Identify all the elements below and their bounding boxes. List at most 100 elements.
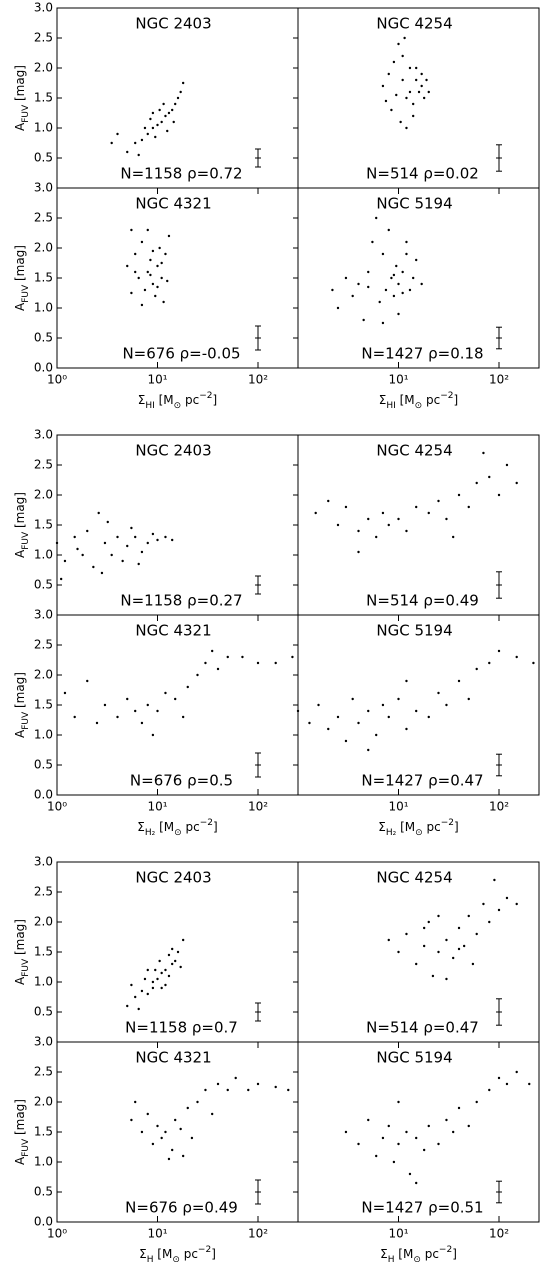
x-axis-label-part: [M	[394, 1247, 413, 1261]
x-axis-label-part: ⊙	[172, 1255, 180, 1262]
y-axis-label-part: FUV	[21, 531, 31, 550]
point	[397, 312, 400, 316]
point	[422, 944, 426, 948]
y-axis-label: AFUV [mag]	[13, 65, 31, 131]
panel-annotation: N=676 ρ=-0.05	[122, 345, 240, 363]
point	[149, 117, 152, 121]
point	[482, 902, 485, 906]
point	[116, 535, 119, 539]
point	[154, 135, 157, 139]
y-tick-label: 0.5	[34, 578, 53, 592]
point	[86, 679, 89, 683]
point	[387, 715, 390, 719]
point	[381, 511, 385, 515]
point	[408, 1172, 412, 1176]
point	[226, 1088, 229, 1092]
point	[367, 517, 370, 521]
point	[451, 535, 455, 539]
panel-title: NGC 5194	[376, 1049, 452, 1067]
point	[140, 240, 144, 244]
y-axis-label-part: A	[13, 976, 27, 985]
point	[181, 81, 185, 85]
point	[143, 126, 147, 130]
point	[415, 962, 418, 966]
point	[143, 977, 147, 981]
point	[167, 1157, 171, 1161]
point	[55, 541, 59, 545]
point	[445, 1118, 448, 1122]
point	[137, 562, 140, 566]
point	[176, 96, 180, 100]
point	[497, 908, 501, 912]
x-tick-label: 10²	[489, 800, 509, 814]
x-tick-label: 10¹	[147, 800, 167, 814]
point	[401, 54, 404, 58]
point	[367, 709, 370, 713]
point	[158, 959, 161, 963]
point	[387, 72, 390, 76]
point	[371, 240, 374, 244]
y-tick-label: 3.0	[34, 608, 53, 622]
point	[392, 273, 396, 277]
y-axis-label-part: [mag]	[13, 65, 27, 105]
point	[427, 715, 430, 719]
point	[137, 276, 140, 280]
panel-annotation: N=1427 ρ=0.47	[361, 772, 483, 790]
point	[103, 541, 107, 545]
x-axis-label-part: Σ	[138, 393, 146, 407]
point	[336, 523, 340, 527]
point	[427, 920, 430, 924]
point	[146, 132, 149, 136]
point	[156, 977, 159, 981]
point	[170, 1148, 174, 1152]
point	[121, 559, 124, 563]
panel-title: NGC 2403	[135, 869, 211, 887]
point	[475, 932, 478, 936]
x-axis-label-part: ]	[454, 820, 459, 834]
point	[475, 667, 478, 671]
panel-title: NGC 4321	[135, 622, 211, 640]
x-axis-label-part: H₂	[145, 828, 156, 838]
point	[149, 258, 152, 262]
y-tick-label: 0.0	[34, 788, 53, 802]
y-tick-label: 2.0	[34, 61, 53, 75]
panel-title: NGC 4321	[135, 195, 211, 213]
point	[420, 72, 423, 76]
point	[405, 529, 408, 533]
y-tick-label: 1.5	[34, 698, 53, 712]
y-tick-label: 3.0	[34, 855, 53, 869]
point	[256, 661, 260, 665]
point	[497, 493, 501, 497]
point	[425, 78, 428, 82]
point	[116, 132, 119, 136]
point	[381, 252, 385, 256]
y-axis-label-part: FUV	[21, 1138, 31, 1157]
point	[408, 288, 412, 292]
x-axis-label-part: ]	[452, 1247, 457, 1261]
y-axis-label-part: A	[13, 549, 27, 558]
point	[156, 285, 159, 289]
y-axis-label: AFUV [mag]	[13, 492, 31, 558]
panel-title: NGC 4254	[376, 442, 452, 460]
point	[181, 715, 185, 719]
point	[210, 649, 214, 653]
point	[151, 986, 155, 990]
point	[140, 550, 144, 554]
point	[422, 926, 426, 930]
x-tick-label: 10¹	[147, 373, 167, 387]
point	[226, 655, 229, 659]
point	[146, 968, 149, 972]
point	[399, 120, 402, 124]
point	[411, 114, 415, 118]
point	[170, 108, 174, 112]
point	[164, 252, 167, 256]
point	[166, 279, 169, 283]
point	[415, 1181, 418, 1185]
point	[405, 727, 408, 731]
point	[186, 1106, 189, 1110]
y-tick-label: 2.5	[34, 1065, 53, 1079]
x-axis-label-part: Σ	[379, 393, 387, 407]
point	[505, 896, 509, 900]
point	[357, 1142, 360, 1146]
y-tick-label: 2.5	[34, 211, 53, 225]
